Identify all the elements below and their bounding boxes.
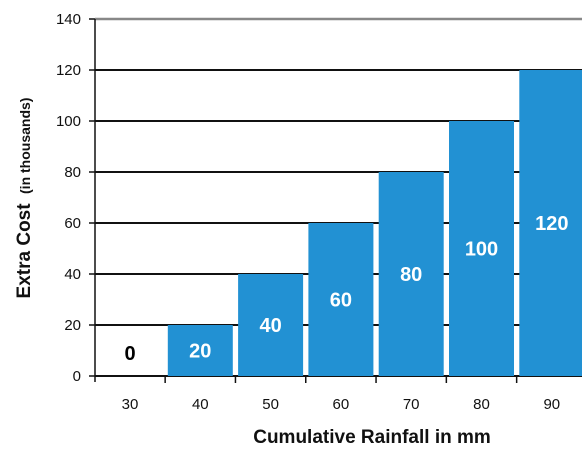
y-tick-label: 100 bbox=[56, 113, 81, 130]
x-axis-ticks: 30 40 50 60 70 80 90 bbox=[122, 376, 560, 413]
bar bbox=[378, 172, 444, 376]
y-tick-label: 120 bbox=[56, 62, 81, 79]
x-axis-title: Cumulative Rainfall in mm bbox=[253, 427, 491, 448]
x-tick-label: 30 bbox=[122, 396, 139, 413]
bar-data-label: 120 bbox=[535, 213, 568, 235]
bar bbox=[238, 274, 304, 376]
x-tick-label: 80 bbox=[473, 396, 490, 413]
y-tick-label: 140 bbox=[56, 11, 81, 28]
x-tick-label: 50 bbox=[262, 396, 279, 413]
bar bbox=[167, 325, 233, 376]
x-tick-label: 70 bbox=[403, 396, 420, 413]
y-tick-label: 0 bbox=[73, 368, 81, 385]
bar-data-label: 20 bbox=[189, 341, 211, 363]
x-tick-label: 60 bbox=[333, 396, 350, 413]
y-axis-ticks: 0 20 40 60 80 100 120 140 bbox=[56, 11, 95, 385]
y-axis-title-sub: (in thousands) bbox=[17, 98, 33, 194]
bar-data-label: 40 bbox=[259, 315, 281, 337]
x-tick-label: 90 bbox=[543, 396, 560, 413]
y-tick-label: 40 bbox=[64, 266, 81, 283]
y-tick-label: 20 bbox=[64, 317, 81, 334]
bar-data-label: 0 bbox=[124, 343, 135, 365]
bar bbox=[449, 121, 514, 376]
x-tick-label: 40 bbox=[192, 396, 209, 413]
y-axis-title: Extra Cost (in thousands) bbox=[14, 98, 35, 299]
y-axis-title-main: Extra Cost bbox=[14, 203, 35, 299]
bar-data-label: 80 bbox=[400, 264, 422, 286]
bars: 0 20 40 60 80 100 120 bbox=[124, 70, 582, 376]
bar bbox=[308, 223, 374, 376]
bar-data-label: 100 bbox=[465, 239, 498, 261]
bar bbox=[519, 70, 582, 376]
y-tick-label: 80 bbox=[64, 164, 81, 181]
y-tick-label: 60 bbox=[64, 215, 81, 232]
bar-data-label: 60 bbox=[330, 290, 352, 312]
